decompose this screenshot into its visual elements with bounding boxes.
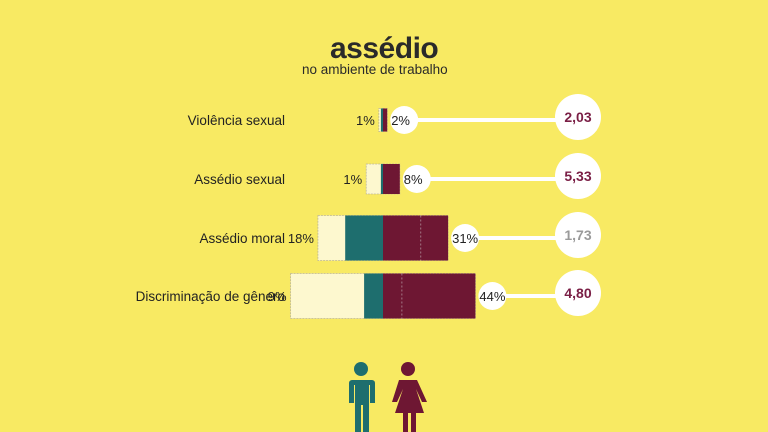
man-icon-body: [349, 380, 375, 432]
bar-men: [345, 215, 383, 261]
bar-men: [380, 164, 383, 194]
category-label: Assédio sexual: [194, 172, 285, 187]
woman-icon: [401, 362, 415, 376]
value-label-women: 8%: [404, 172, 423, 187]
ratio-circle: [555, 153, 601, 199]
value-label-women: 44%: [479, 289, 505, 304]
bar-women: [383, 215, 449, 261]
value-label-men: 9%: [268, 289, 287, 304]
ratio-label: 4,80: [564, 285, 591, 301]
category-label: Assédio moral: [199, 231, 285, 246]
ratio-circle: [555, 270, 601, 316]
bar-women: [383, 164, 400, 194]
value-label-women: 31%: [452, 231, 478, 246]
chart-title: assédio: [330, 32, 439, 65]
value-pill: [478, 282, 507, 310]
value-pill: [390, 106, 419, 134]
bar-women: [383, 108, 388, 132]
ratio-label: 5,33: [564, 168, 591, 184]
bar-men: [380, 108, 383, 132]
ratio-label: 1,73: [564, 227, 591, 243]
value-label-men: 1%: [343, 172, 362, 187]
value-pill: [402, 165, 431, 193]
ratio-label: 2,03: [564, 109, 591, 125]
ratio-circle: [555, 94, 601, 140]
man-icon: [354, 362, 368, 376]
chart-subtitle: no ambiente de trabalho: [302, 62, 448, 77]
woman-icon-body: [392, 380, 427, 432]
bar-backdrop-left: [365, 163, 384, 195]
value-pill: [451, 224, 480, 252]
category-label: Discriminação de gênero: [136, 289, 285, 304]
value-label-women: 2%: [391, 113, 410, 128]
ratio-circle: [555, 212, 601, 258]
category-label: Violência sexual: [188, 113, 285, 128]
bar-men: [364, 273, 383, 319]
value-label-men: 1%: [356, 113, 375, 128]
bar-women: [383, 273, 476, 319]
value-label-men: 18%: [288, 231, 314, 246]
